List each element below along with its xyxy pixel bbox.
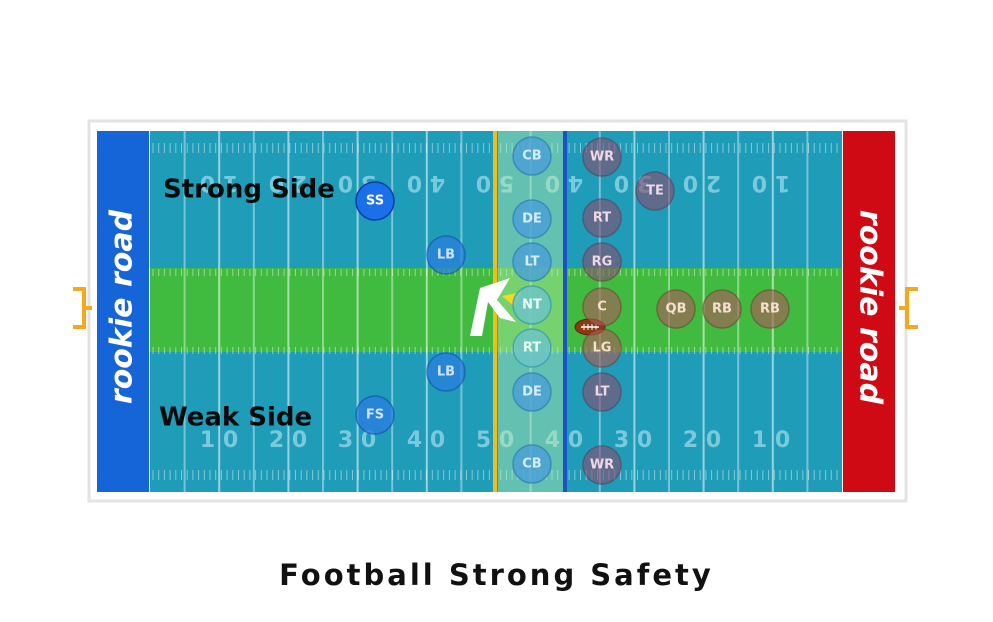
yard-number: 2 0: [683, 170, 721, 195]
diagram-caption: Football Strong Safety: [279, 558, 714, 592]
defense-nt: NT: [512, 285, 552, 325]
offense-lt: LT: [582, 372, 622, 412]
yard-number: 2 0: [269, 170, 307, 195]
offense-te: TE: [635, 171, 675, 211]
right-endzone: [843, 131, 895, 492]
strong-side-label: Strong Side: [163, 175, 335, 205]
yard-number: 4 0: [407, 170, 445, 195]
yard-number: 1 0: [200, 428, 238, 453]
defense-cb-top: CB: [512, 136, 552, 176]
linebacker-top-label: LB: [437, 248, 455, 263]
safety-fs: FS: [355, 395, 395, 435]
left-endzone-logo: rookie road: [105, 209, 140, 404]
defense-lt: LT: [512, 242, 552, 282]
offense-rb-1: RB: [702, 289, 742, 329]
left-goalpost: [73, 287, 92, 329]
offense-rg-label: RG: [592, 255, 613, 270]
offense-wr-bottom-label: WR: [590, 458, 614, 473]
linebacker-bottom-label: LB: [437, 365, 455, 380]
weak-side-label: Weak Side: [159, 403, 312, 433]
offense-c-label: C: [597, 300, 607, 315]
defense-rt: RT: [512, 328, 552, 368]
yard-number: 4 0: [407, 428, 445, 453]
offense-lg-label: LG: [593, 341, 612, 356]
linebacker-bottom: LB: [426, 352, 466, 392]
defense-de-top-label: DE: [522, 212, 542, 227]
offense-qb-label: QB: [666, 302, 687, 317]
offense-lg: LG: [582, 328, 622, 368]
yard-number: 2 0: [269, 428, 307, 453]
defense-de-bottom: DE: [512, 372, 552, 412]
offense-rt-label: RT: [593, 211, 611, 226]
offense-rg: RG: [582, 242, 622, 282]
yard-number: 2 0: [683, 428, 721, 453]
hash-marks: [152, 143, 838, 480]
defense-lt-label: LT: [525, 255, 540, 270]
offense-rb-1-label: RB: [712, 302, 732, 317]
offense-c: C: [582, 287, 622, 327]
offense-rb-2: RB: [750, 289, 790, 329]
offense-te-label: TE: [646, 184, 664, 199]
right-goalpost: [899, 287, 918, 329]
yard-number: 1 0: [200, 170, 238, 195]
offense-rt: RT: [582, 198, 622, 238]
linebacker-top: LB: [426, 235, 466, 275]
offense-wr-top: WR: [582, 137, 622, 177]
left-endzone: [97, 131, 149, 492]
yard-number: 1 0: [752, 428, 790, 453]
defense-cb-bottom-label: CB: [522, 457, 541, 472]
defense-rt-label: RT: [523, 341, 541, 356]
offense-lt-label: LT: [595, 385, 610, 400]
defense-de-bottom-label: DE: [522, 385, 542, 400]
defense-nt-label: NT: [522, 298, 542, 313]
offense-wr-bottom: WR: [582, 445, 622, 485]
offense-wr-top-label: WR: [590, 150, 614, 165]
safety-ss-label: SS: [366, 194, 384, 209]
safety-fs-label: FS: [366, 408, 384, 423]
defense-de-top: DE: [512, 199, 552, 239]
yard-number: 1 0: [752, 170, 790, 195]
offense-qb: QB: [656, 289, 696, 329]
safety-ss: SS: [355, 181, 395, 221]
yard-number: 3 0: [614, 428, 652, 453]
offense-rb-2-label: RB: [760, 302, 780, 317]
defense-cb-top-label: CB: [522, 149, 541, 164]
right-endzone-logo: rookie road: [853, 210, 888, 405]
defense-cb-bottom: CB: [512, 444, 552, 484]
